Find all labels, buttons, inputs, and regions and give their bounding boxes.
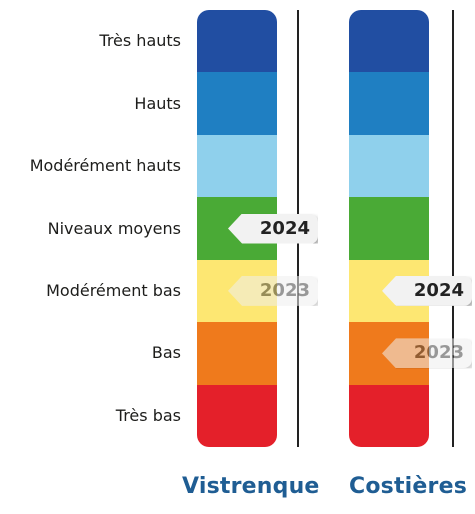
level-segment [197, 72, 277, 136]
level-label: Niveaux moyens [47, 218, 181, 238]
level-label: Très hauts [99, 31, 181, 51]
year-marker: 2024 [228, 213, 318, 244]
level-segment [349, 72, 429, 136]
year-marker: 2023 [382, 338, 472, 369]
level-bar [197, 10, 277, 447]
column-title-vistrenque: Vistrenque [182, 474, 320, 499]
level-bar [349, 10, 429, 447]
level-segment [349, 134, 429, 198]
level-segment [197, 322, 277, 386]
level-segment [197, 10, 277, 73]
axis-line-costieres [452, 10, 454, 447]
level-segment [197, 134, 277, 198]
year-marker: 2023 [228, 275, 318, 306]
level-segment [349, 384, 429, 447]
level-label: Bas [151, 343, 181, 363]
level-segment [197, 384, 277, 447]
level-segment [349, 10, 429, 73]
column-costieres [349, 10, 429, 447]
year-marker: 2024 [382, 275, 472, 306]
level-label: Modérément hauts [29, 156, 181, 176]
level-label: Hauts [134, 93, 181, 113]
column-title-costieres: Costières [349, 474, 467, 499]
level-label: Modérément bas [46, 280, 181, 300]
column-vistrenque [197, 10, 277, 447]
level-segment [349, 197, 429, 261]
level-label: Très bas [115, 405, 181, 425]
